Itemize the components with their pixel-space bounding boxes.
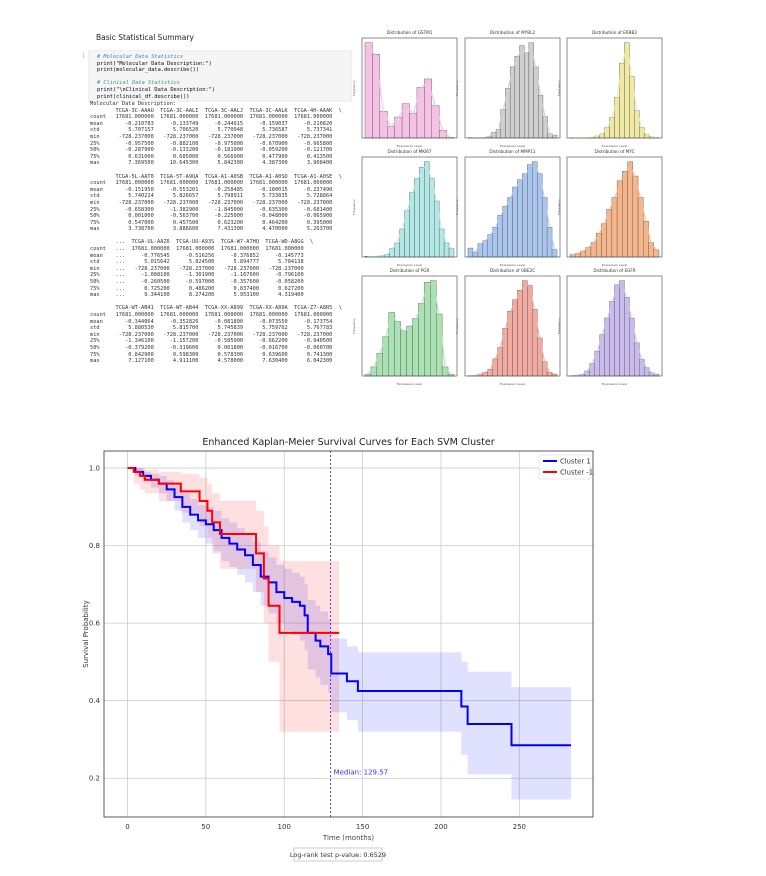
histogram-frame [464, 275, 561, 377]
histogram-title: Distribution of MMP11 [489, 149, 536, 154]
kde-line [572, 163, 657, 256]
histogram-title: Distribution of MYBL2 [490, 30, 536, 35]
histogram-xlabel: Expression Level [602, 144, 627, 148]
x-tick-label: 200 [434, 823, 447, 831]
code-line: print("\nClinical Data Description:") [97, 86, 215, 93]
describe-output: Molecular Data Description: TCGA-3C-AAAU… [90, 101, 342, 365]
histogram-xlabel: Expression Level [602, 263, 627, 267]
legend-label: Cluster 1 [560, 458, 591, 466]
x-axis-label: Time (months) [322, 834, 374, 842]
histogram-frame [566, 37, 663, 139]
histogram-ylabel: Frequency [352, 80, 356, 96]
histogram-title: Distribution of PGR [390, 268, 430, 273]
legend [538, 454, 591, 480]
histogram-ylabel: Frequency [352, 318, 356, 334]
histogram-ylabel: Frequency [455, 80, 459, 96]
code-line: print(clinical_df.describe()) [97, 93, 190, 100]
kde-line [572, 45, 657, 139]
histogram-xlabel: Expression Level [500, 263, 525, 267]
histogram-title: Distribution of MYC [595, 149, 635, 154]
code-line: print("Molecular Data Description:") [97, 60, 212, 67]
histogram-frame [361, 156, 458, 258]
histogram-frame [464, 37, 561, 139]
histogram-title: Distribution of GSTM1 [387, 30, 433, 35]
histogram-xlabel: Expression Level [602, 382, 627, 386]
kde-line [470, 43, 555, 139]
y-axis-label: Survival Probability [82, 600, 90, 667]
histogram-frame [566, 275, 663, 377]
histogram-title: Distribution of UBE2C [490, 268, 535, 273]
histogram-frame [566, 156, 663, 258]
section-title: Basic Statistical Summary [96, 33, 194, 42]
chart-title: Enhanced Kaplan-Meier Survival Curves fo… [202, 437, 494, 448]
kde-line [367, 163, 452, 258]
plot-frame [103, 450, 594, 818]
legend-label: Cluster -1 [560, 469, 593, 477]
kde-line [572, 282, 657, 377]
histogram-frame [361, 275, 458, 377]
y-tick-label: 0.4 [89, 697, 101, 705]
x-tick-label: 50 [201, 823, 210, 831]
histogram-ylabel: Frequency [455, 199, 459, 215]
kde-line [368, 45, 451, 138]
code-line: # Molecular Data Statistics [97, 54, 184, 60]
histogram-xlabel: Expression Level [500, 382, 525, 386]
histogram-frame [464, 156, 561, 258]
kde-line [367, 282, 452, 375]
confidence-band [127, 468, 572, 800]
y-tick-label: 0.8 [89, 542, 100, 550]
code-line: print(molecular_data.describe()) [97, 67, 200, 74]
histogram-xlabel: Expression Level [397, 382, 422, 386]
histogram-ylabel: Frequency [557, 318, 561, 334]
y-tick-label: 0.6 [89, 620, 101, 628]
histogram-xlabel: Expression Level [397, 263, 422, 267]
x-tick-label: 250 [513, 823, 526, 831]
pvalue-box [293, 847, 383, 862]
histogram-grid: Distribution of GSTM1 Expression Level Fre… [352, 30, 663, 386]
y-tick-label: 1.0 [89, 465, 100, 473]
survival-curve [127, 467, 340, 634]
histogram-title: Distribution of ERBB2 [592, 30, 637, 35]
x-tick-label: 150 [356, 823, 369, 831]
kde-line [470, 163, 556, 254]
histogram-title: Distribution of EGFR [593, 268, 635, 273]
code-line: # Clinical Data Statistics [97, 80, 180, 87]
x-tick-label: 0 [125, 823, 129, 831]
output-cell: Molecular Data Description: TCGA-3C-AAAU… [90, 101, 342, 365]
survival-curve [127, 467, 572, 747]
histogram-ylabel: Frequency [455, 318, 459, 334]
pvalue-text: Log-rank test p-value: 0.6529 [290, 851, 386, 859]
histogram-title: Distribution of MKI67 [387, 149, 431, 154]
histogram-ylabel: Frequency [557, 80, 561, 96]
histogram-xlabel: Expression Level [397, 144, 422, 148]
histogram-ylabel: Frequency [557, 199, 561, 215]
x-tick-label: 100 [278, 823, 291, 831]
histogram-xlabel: Expression Level [500, 144, 525, 148]
code-cell[interactable]: # Molecular Data Statistics print("Molec… [88, 50, 352, 102]
histogram-ylabel: Frequency [352, 199, 356, 215]
kde-line [470, 282, 555, 377]
histogram-frame [361, 37, 458, 139]
confidence-band [127, 468, 340, 732]
code-text: # Molecular Data Statistics print("Molec… [97, 54, 215, 100]
median-label: Median: 129.57 [334, 768, 389, 776]
y-tick-label: 0.2 [89, 775, 100, 783]
